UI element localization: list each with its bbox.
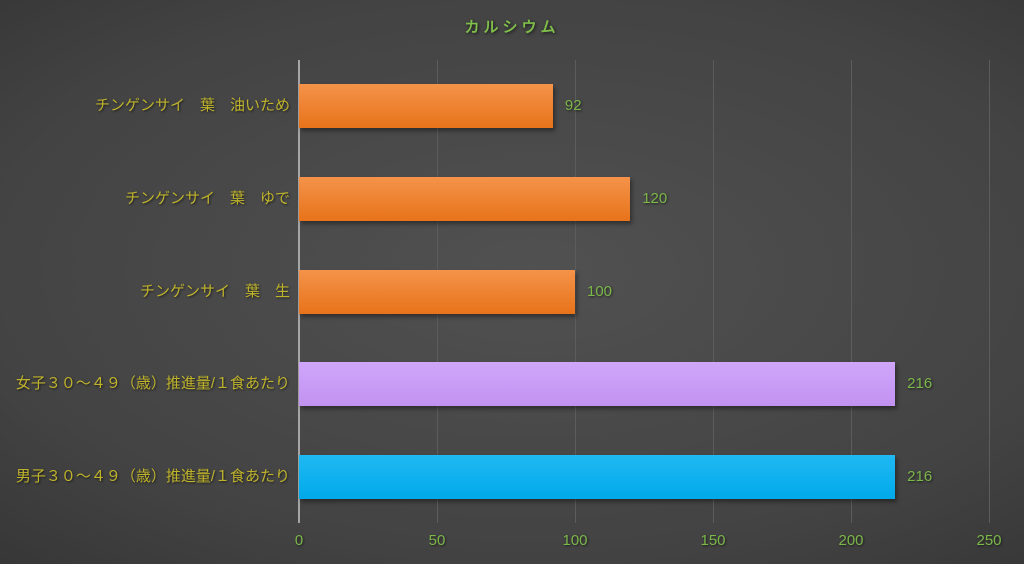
bar xyxy=(299,84,553,129)
value-label: 100 xyxy=(587,282,613,300)
x-tick-label: 50 xyxy=(428,532,446,549)
bar xyxy=(299,176,631,221)
x-tick-label: 100 xyxy=(562,532,588,549)
category-label: チンゲンサイ 葉 ゆで xyxy=(124,189,290,207)
value-label: 216 xyxy=(907,467,933,485)
x-tick-label: 0 xyxy=(294,532,304,549)
category-label: 男子３０～４９（歳）推進量/１食あたり xyxy=(15,467,290,485)
bar xyxy=(299,269,575,314)
chart-title: カルシウム xyxy=(464,19,560,36)
bar xyxy=(299,362,896,407)
category-label: 女子３０～４９（歳）推進量/１食あたり xyxy=(15,375,290,393)
x-tick-label: 250 xyxy=(976,532,1002,549)
x-tick-label: 200 xyxy=(838,532,864,549)
x-tick-label: 150 xyxy=(700,532,726,549)
value-label: 92 xyxy=(564,97,582,115)
gridline xyxy=(851,60,852,523)
category-label: チンゲンサイ 葉 生 xyxy=(139,282,290,300)
value-label: 120 xyxy=(642,189,668,207)
bar xyxy=(299,454,896,499)
gridline xyxy=(713,60,714,523)
category-label: チンゲンサイ 葉 油いため xyxy=(94,97,290,115)
gridline xyxy=(989,60,990,523)
value-label: 216 xyxy=(907,375,933,393)
gridline xyxy=(575,60,576,523)
